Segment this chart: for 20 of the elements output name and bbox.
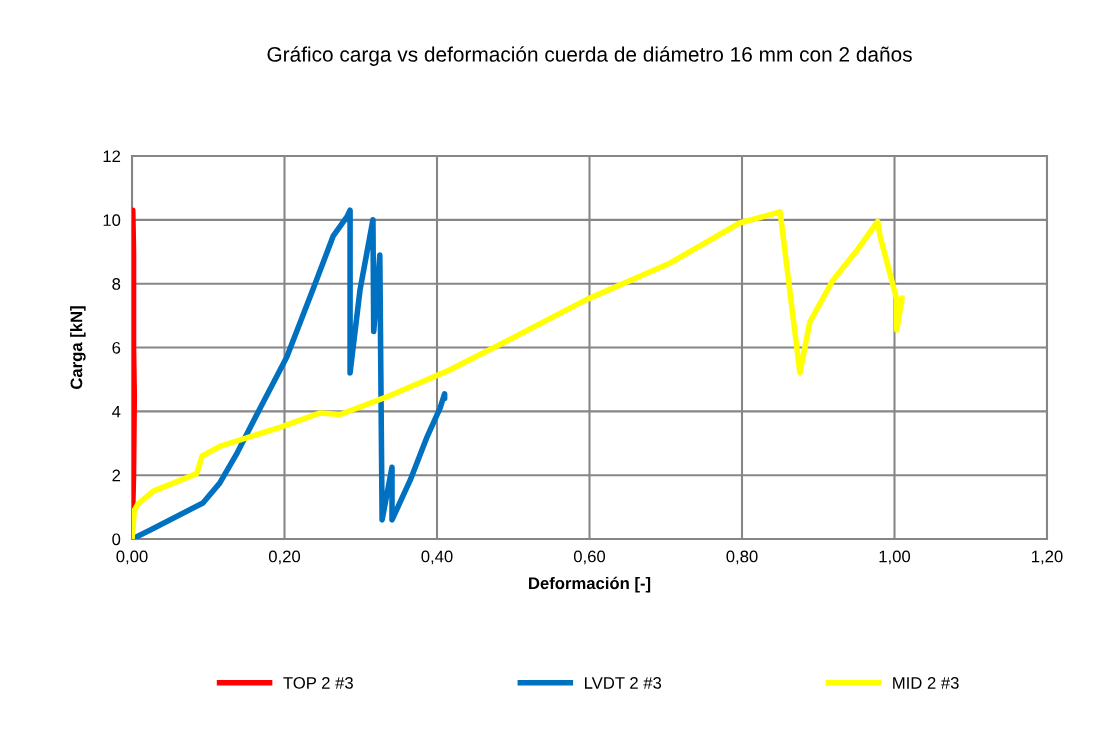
chart-title: Gráfico carga vs deformación cuerda de diámetro 16 mm con 2 daños	[267, 46, 912, 66]
y-tick-label: 12	[103, 150, 121, 163]
x-tick-label: 0,80	[726, 550, 758, 565]
y-tick-label: 2	[112, 469, 121, 482]
x-axis-title: Deformación [-]	[529, 576, 651, 593]
legend-label: LVDT 2 #3	[585, 677, 662, 689]
x-tick-label: 0,40	[421, 550, 453, 565]
x-tick-label: 0,60	[573, 550, 606, 565]
y-tick-label: 8	[112, 278, 121, 290]
x-tick-label: 1,00	[879, 550, 911, 565]
legend-label: MID 2 #3	[893, 677, 959, 689]
x-tick-label: 1,20	[1032, 550, 1063, 565]
y-tick-label: 0	[112, 533, 121, 546]
x-tick-label: 0,00	[116, 550, 148, 565]
y-axis-title: Carga [kN]	[70, 306, 86, 389]
x-tick-label: 0,20	[268, 550, 301, 565]
y-tick-label: 10	[103, 214, 121, 227]
y-tick-label: 6	[112, 341, 121, 354]
y-tick-label: 4	[112, 405, 121, 418]
legend-label: TOP 2 #3	[283, 677, 353, 689]
